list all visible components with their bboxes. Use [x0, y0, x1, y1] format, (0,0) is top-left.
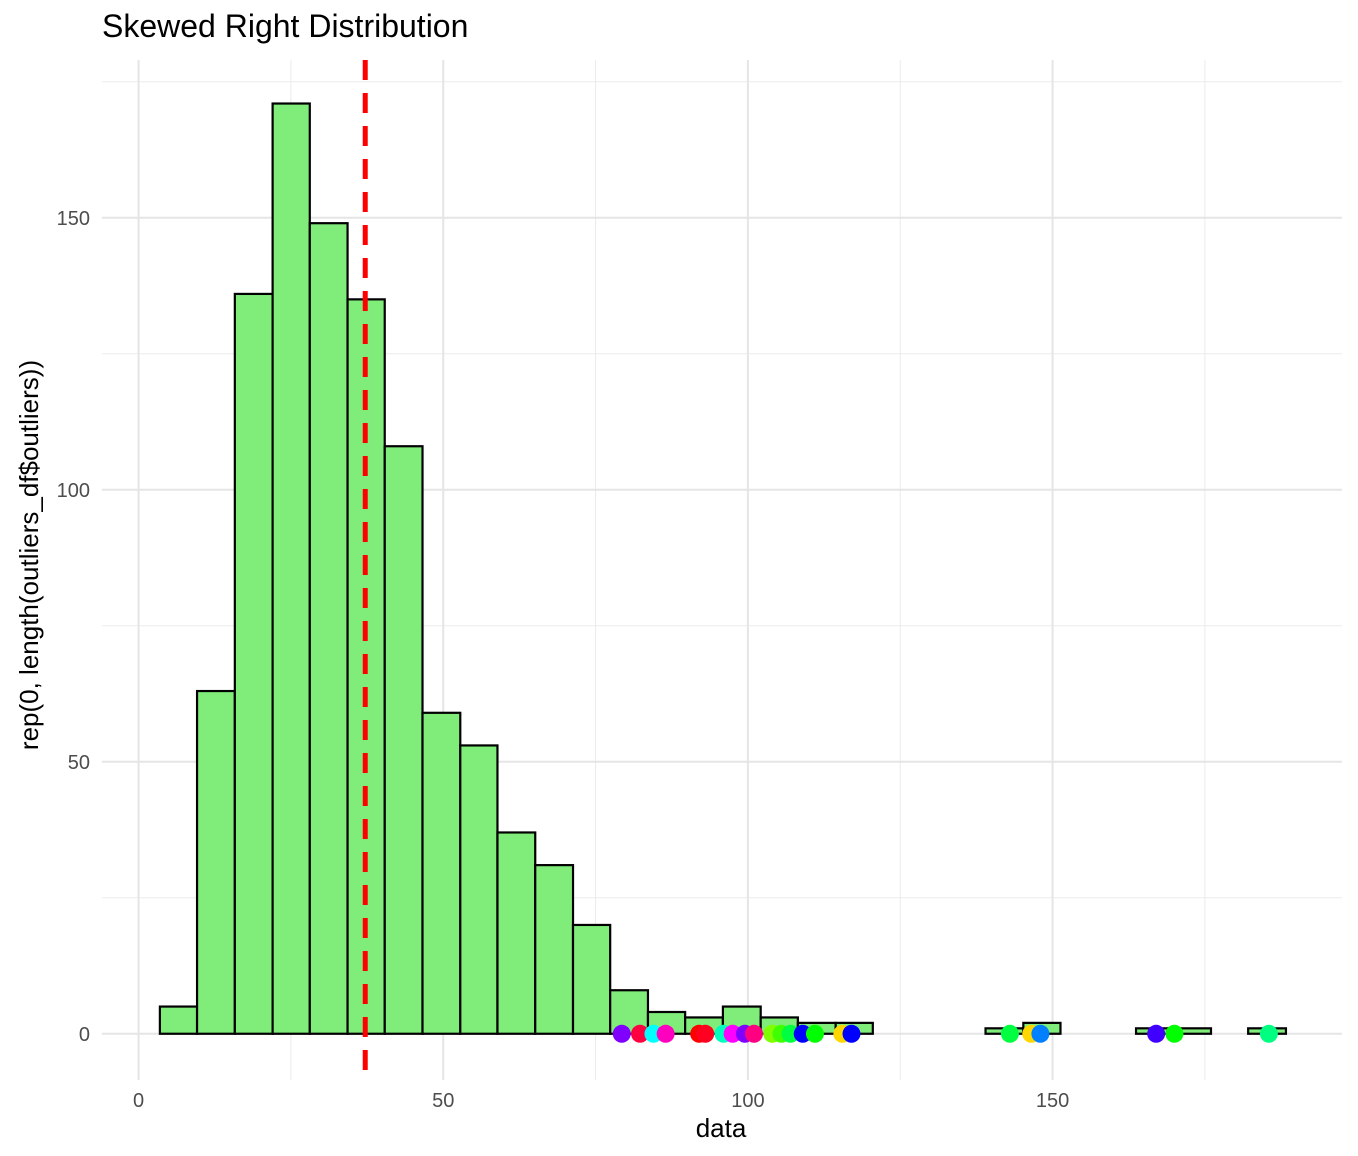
outlier-point	[842, 1024, 861, 1043]
histogram-bars	[158, 102, 1288, 1035]
outlier-point	[1165, 1024, 1184, 1043]
x-tick-label: 0	[133, 1090, 144, 1112]
outlier-point	[631, 1024, 650, 1043]
x-axis-ticks: 0 50 100 150	[133, 1090, 1069, 1112]
x-tick-label: 150	[1036, 1090, 1069, 1112]
outlier-point	[696, 1024, 715, 1043]
outlier-point	[1259, 1024, 1278, 1043]
histogram-bar	[308, 222, 349, 1035]
histogram-bar	[421, 711, 462, 1035]
y-tick-label: 150	[57, 208, 90, 230]
y-axis-ticks: 0 50 100 150	[57, 208, 90, 1046]
y-tick-label: 0	[79, 1024, 90, 1046]
x-tick-label: 50	[432, 1090, 454, 1112]
histogram-bar	[233, 292, 274, 1035]
x-axis-title: data	[696, 1113, 747, 1143]
y-tick-label: 100	[57, 480, 90, 502]
histogram-bar	[459, 744, 499, 1035]
y-axis-title: rep(0, length(outliers_df$outliers))	[14, 360, 44, 750]
outlier-point	[612, 1024, 631, 1043]
histogram-bar	[383, 445, 424, 1035]
histogram-bar	[158, 1005, 199, 1035]
outlier-point	[1031, 1024, 1050, 1043]
histogram-bar	[195, 689, 236, 1035]
outlier-point	[1147, 1024, 1166, 1043]
x-tick-label: 100	[731, 1090, 764, 1112]
outlier-point	[744, 1024, 763, 1043]
outlier-point	[805, 1024, 824, 1043]
y-tick-label: 50	[68, 752, 90, 774]
histogram-bar	[571, 923, 612, 1035]
histogram-bar	[496, 831, 537, 1035]
histogram-bar	[534, 864, 575, 1035]
outlier-points	[612, 1024, 1278, 1043]
outlier-point	[656, 1024, 675, 1043]
chart-title: Skewed Right Distribution	[102, 8, 469, 44]
outlier-point	[1000, 1024, 1019, 1043]
histogram-bar	[271, 102, 311, 1035]
